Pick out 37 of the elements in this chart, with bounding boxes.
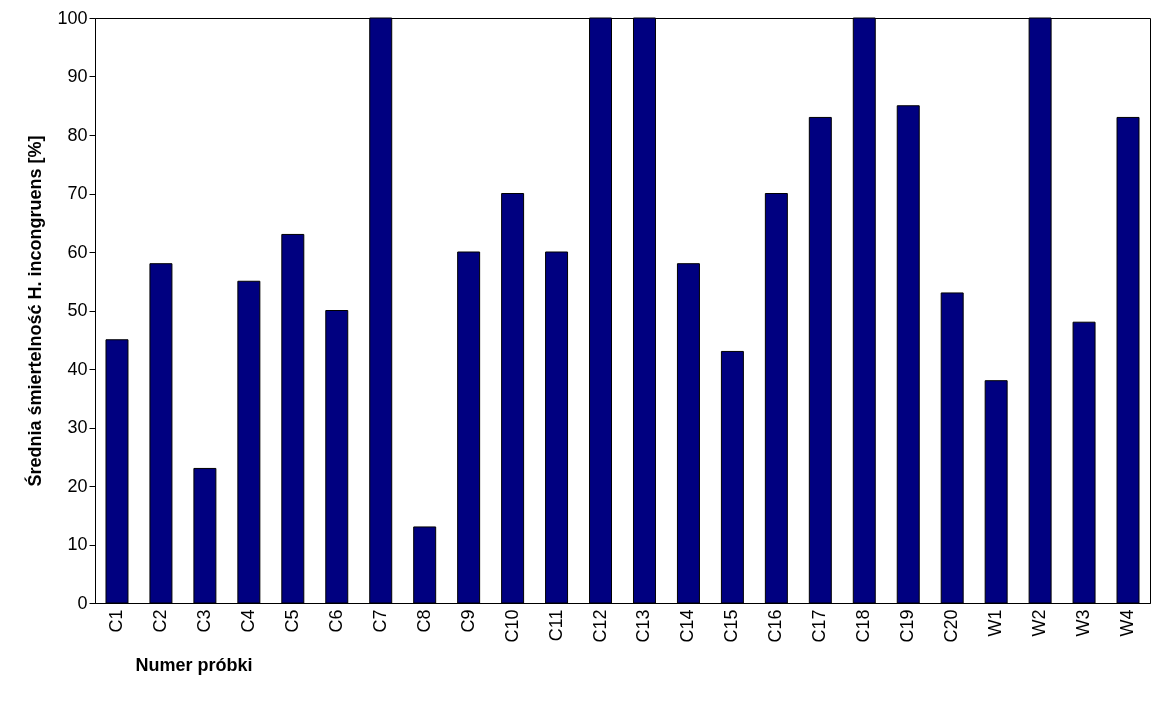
x-tick-label: C16 [765, 609, 786, 643]
x-tick-label: W2 [1029, 609, 1050, 637]
x-tick-label: C9 [457, 609, 478, 633]
x-tick-label: W3 [1073, 609, 1094, 637]
x-tick-label: C10 [501, 609, 522, 643]
x-tick-label: C11 [545, 609, 566, 642]
x-tick-label: C6 [325, 609, 346, 633]
x-tick-label: C5 [281, 609, 302, 633]
x-axis-title: Numer próbki [135, 654, 253, 675]
x-tick-label: C14 [677, 609, 698, 643]
x-tick-label: C2 [149, 609, 170, 633]
x-tick-label: C1 [105, 609, 126, 633]
x-tick-label: C4 [237, 609, 258, 633]
y-tick-label: 40 [67, 358, 88, 379]
y-tick-label: 50 [67, 300, 88, 320]
x-tick-label: C3 [193, 609, 214, 633]
y-axis-title: Średnia śmiertelność H. incongruens [%] [24, 135, 46, 487]
y-tick-label: 0 [77, 592, 88, 613]
x-tick-label: C8 [413, 609, 434, 633]
x-tick-label: C7 [369, 609, 390, 633]
x-tick-label: C17 [809, 609, 830, 643]
x-tick-label: W1 [985, 609, 1006, 637]
y-tick-label: 70 [67, 183, 88, 203]
x-tick-label: C20 [941, 609, 962, 643]
x-tick-label: C12 [589, 609, 610, 643]
y-tick-label: 20 [67, 475, 88, 496]
y-tick-label: 10 [67, 534, 88, 554]
x-tick-label: W4 [1117, 609, 1138, 637]
y-tick-label: 100 [57, 7, 88, 28]
x-tick-label: C19 [897, 609, 918, 643]
x-tick-label: C13 [633, 609, 654, 643]
x-tick-label: C18 [853, 609, 874, 643]
y-tick-label: 30 [67, 417, 88, 437]
y-tick-label: 80 [67, 124, 88, 145]
y-tick-label: 60 [67, 241, 88, 262]
x-tick-label: C15 [721, 609, 742, 643]
y-tick-label: 90 [67, 66, 88, 86]
